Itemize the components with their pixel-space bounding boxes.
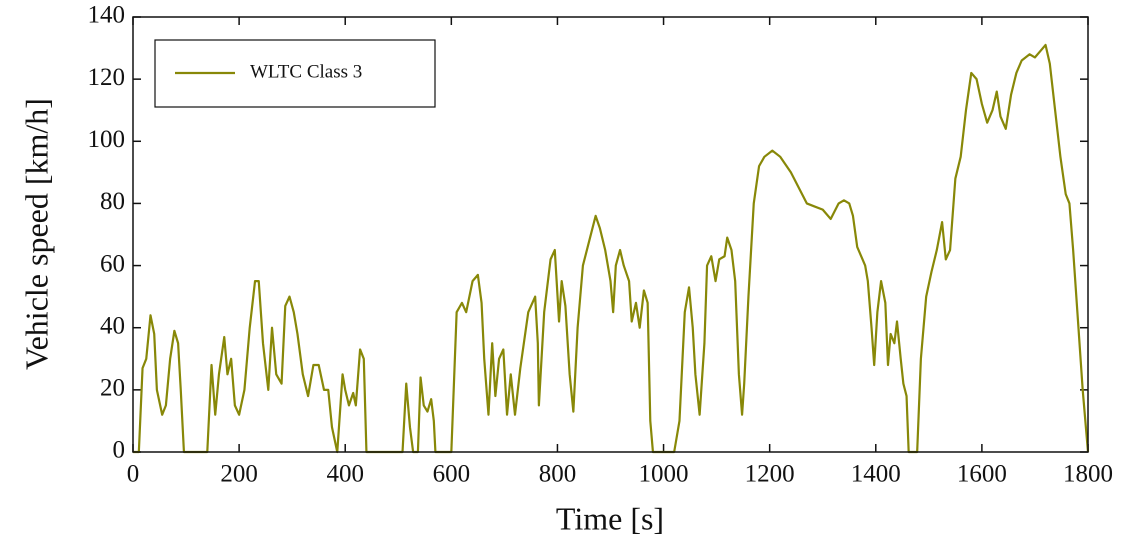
x-tick-label: 1800 — [1063, 461, 1113, 488]
x-tick-label: 0 — [127, 461, 140, 488]
legend-label: WLTC Class 3 — [250, 61, 362, 82]
y-tick-label: 0 — [113, 437, 126, 464]
x-tick-label: 200 — [220, 461, 258, 488]
y-tick-label: 20 — [100, 375, 125, 402]
x-tick-label: 400 — [326, 461, 364, 488]
y-tick-label: 40 — [100, 312, 125, 339]
x-tick-label: 800 — [539, 461, 577, 488]
y-tick-label: 120 — [88, 64, 126, 91]
x-tick-label: 1600 — [957, 461, 1007, 488]
x-tick-label: 600 — [433, 461, 471, 488]
x-tick-label: 1200 — [745, 461, 795, 488]
data-line — [133, 43, 1090, 454]
y-tick-label: 140 — [88, 2, 126, 29]
plot-frame — [132, 16, 1089, 453]
y-tick-label: 100 — [88, 126, 126, 153]
y-tick-label: 80 — [100, 188, 125, 215]
x-tick-label: 1400 — [851, 461, 901, 488]
y-axis-label: Vehicle speed [km/h] — [18, 98, 54, 370]
y-tick-label: 60 — [100, 250, 125, 277]
x-tick-label: 1000 — [639, 461, 689, 488]
x-axis-label: Time [s] — [556, 500, 664, 536]
